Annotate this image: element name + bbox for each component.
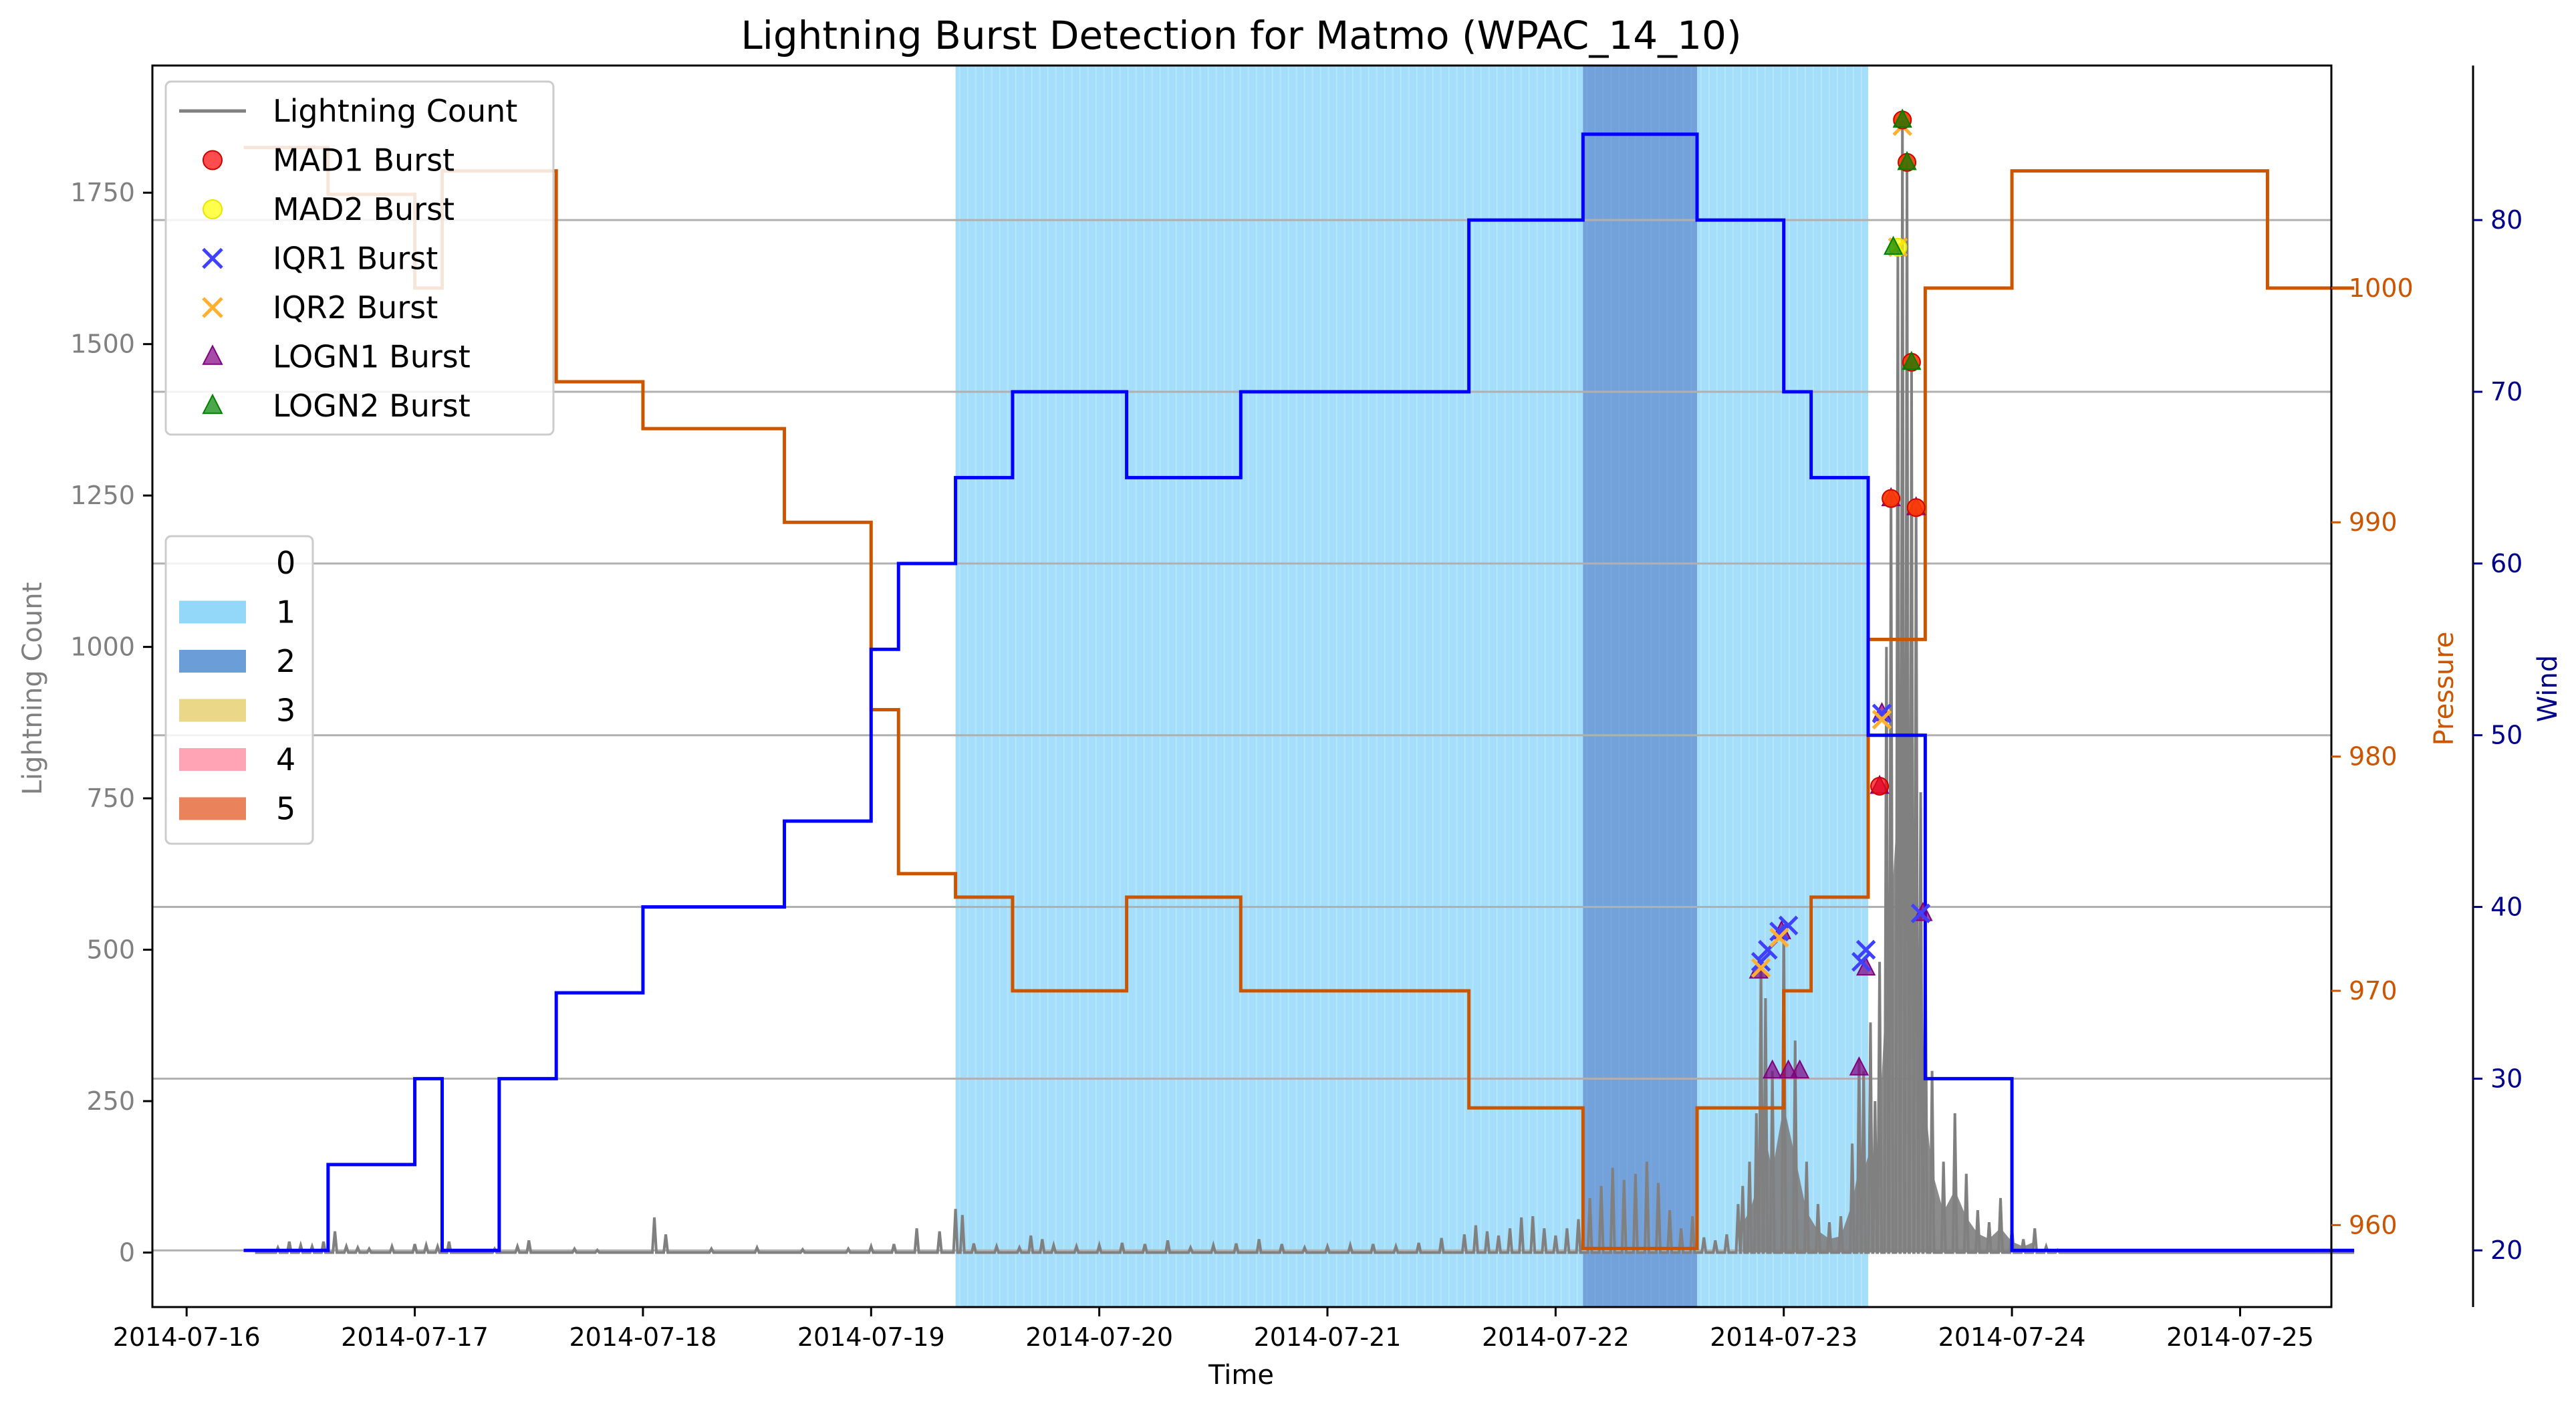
y-tick-label-left: 1000 [70, 632, 135, 662]
x-tick-label: 2014-07-22 [1482, 1322, 1630, 1352]
y-axis-label-lightning: Lightning Count [17, 582, 48, 796]
category-1-hatch [1700, 66, 1863, 1307]
y-tick-label-pressure: 990 [2349, 507, 2398, 537]
iqr1-burst-markers [1751, 703, 1931, 972]
iqr1-burst-marker [1769, 921, 1789, 942]
legend-category-label: 0 [276, 545, 295, 581]
legend-series-label: IQR2 Burst [273, 289, 438, 326]
y-axis-label-pressure: Pressure [2429, 632, 2460, 746]
y-tick-label-wind: 40 [2490, 893, 2523, 922]
y-tick-label-wind: 20 [2490, 1236, 2523, 1265]
chart-title: Lightning Burst Detection for Matmo (WPA… [741, 13, 1741, 58]
y-tick-label-left: 1250 [70, 481, 135, 510]
x-tick-label: 2014-07-23 [1710, 1322, 1857, 1352]
legend-category-label: 4 [276, 741, 295, 778]
iqr1-burst-marker [1855, 939, 1876, 960]
logn2-burst-marker [1897, 150, 1917, 170]
legend-category-swatch [179, 650, 246, 673]
x-tick-label: 2014-07-17 [341, 1322, 489, 1352]
legend-category-label: 3 [276, 693, 295, 729]
legend-series: Lightning Count MAD1 Burst MAD2 Burst IQR1 … [164, 80, 555, 436]
legend-series-label: IQR1 Burst [273, 241, 438, 277]
category-1-span [955, 66, 1583, 1307]
plot-frame [151, 64, 2333, 1308]
logn2-burst-marker [1883, 235, 1904, 255]
x-axis-label: Time [1208, 1360, 1274, 1391]
logn1-burst-marker [1763, 1059, 1783, 1079]
iqr1-burst-marker [1751, 951, 1771, 972]
legend-logn2-swatch [202, 393, 223, 415]
x-tick-label: 2014-07-24 [1938, 1322, 2086, 1352]
legend-logn1-swatch [202, 344, 223, 365]
y-tick-label-pressure: 980 [2349, 742, 2398, 772]
y-tick-label-pressure: 1000 [2349, 273, 2414, 303]
x-tick-label: 2014-07-21 [1254, 1322, 1402, 1352]
legend-category-label: 2 [276, 643, 295, 679]
wind-line [243, 132, 2355, 1252]
y-tick-label-left: 0 [119, 1238, 135, 1267]
y-tick-label-left: 1500 [70, 330, 135, 359]
legend-mad1-swatch [203, 150, 223, 170]
category-2-span [1583, 66, 1698, 1307]
logn2-burst-marker [1892, 108, 1912, 128]
y-tick-label-left: 750 [86, 784, 135, 813]
x-tick-label: 2014-07-18 [569, 1322, 717, 1352]
legend-series-label: LOGN2 Burst [273, 388, 471, 424]
y-tick-label-left: 250 [86, 1086, 135, 1116]
y-tick-label-wind: 60 [2490, 549, 2523, 578]
legend-category-swatch [179, 600, 246, 624]
iqr1-burst-marker [1778, 915, 1799, 936]
logn2-burst-markers [1883, 108, 1922, 370]
x-tick-label: 2014-07-16 [113, 1322, 261, 1352]
legend-iqr2-swatch [202, 297, 223, 318]
iqr2-burst-marker [1751, 957, 1771, 978]
logn1-burst-marker [1849, 1056, 1870, 1076]
logn2-burst-marker [1902, 350, 1922, 370]
mad1-burst-marker [1870, 776, 1890, 796]
y-axis-label-wind: Wind [2533, 655, 2563, 723]
y-tick-label-pressure: 960 [2349, 1210, 2398, 1240]
y-tick-label-wind: 80 [2490, 205, 2523, 235]
y-tick-label-wind: 30 [2490, 1064, 2523, 1093]
legend-series-label: MAD2 Burst [273, 191, 455, 227]
legend-series-label: Lightning Count [273, 93, 517, 129]
x-tick-label: 2014-07-20 [1025, 1322, 1173, 1352]
legend-series-label: MAD1 Burst [273, 142, 455, 179]
legend-category-swatch [179, 699, 246, 722]
legend-category-swatch [179, 748, 246, 771]
legend-series-label: LOGN1 Burst [273, 339, 471, 375]
legend-iqr1-swatch [202, 247, 223, 269]
x-tick-label: 2014-07-25 [2166, 1322, 2314, 1352]
legend-category-label: 1 [276, 594, 295, 630]
iqr2-burst-marker [1769, 927, 1789, 948]
legend-categories: 0 1 2 3 4 5 [164, 535, 314, 845]
legend-mad2-swatch [203, 199, 223, 219]
mad1-burst-marker [1906, 498, 1926, 517]
x-tick-label: 2014-07-19 [797, 1322, 945, 1352]
mad1-burst-marker [1882, 489, 1901, 508]
y-tick-label-left: 500 [86, 935, 135, 965]
lightning-count-line [255, 120, 2355, 1254]
y-tick-label-pressure: 970 [2349, 976, 2398, 1006]
y-tick-label-wind: 70 [2490, 377, 2523, 406]
legend-category-swatch [179, 797, 246, 820]
iqr1-burst-marker [1910, 903, 1931, 923]
legend-category-label: 5 [276, 791, 295, 827]
category-2-hatch [1586, 66, 1692, 1307]
y-tick-label-left: 1750 [70, 178, 135, 207]
legend-series-box [164, 80, 555, 436]
logn1-burst-marker [1789, 1059, 1810, 1079]
category-1-hatch [958, 66, 1578, 1307]
y-tick-label-wind: 50 [2490, 721, 2523, 750]
iqr1-burst-marker [1851, 951, 1872, 972]
iqr1-burst-marker [1872, 703, 1892, 724]
iqr2-burst-marker [1872, 709, 1892, 730]
lightning-count-fill [1743, 743, 2035, 1253]
